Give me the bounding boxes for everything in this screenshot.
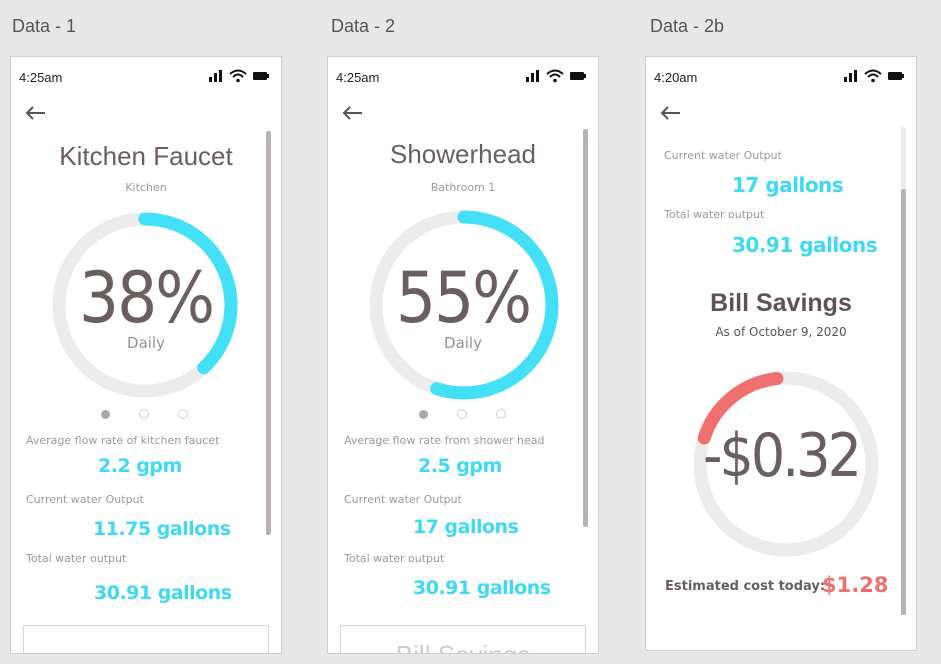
bill-savings-title: Bill Savings — [710, 289, 852, 317]
wifi-icon — [864, 69, 882, 83]
status-time: 4:20am — [654, 70, 698, 85]
device-location: Kitchen — [125, 181, 167, 194]
savings-ring-arc — [697, 372, 784, 445]
next-card[interactable] — [23, 625, 269, 653]
phone-screen-data-2: 4:25am Showerhead Bathroom 1 55% Daily A… — [327, 56, 599, 654]
total-output-label: Total water output — [344, 552, 445, 565]
usage-period: Daily — [127, 334, 165, 352]
status-time: 4:25am — [336, 70, 380, 85]
savings-ring-track — [693, 371, 879, 557]
status-bar: 4:25am — [336, 69, 586, 87]
savings-amount: -$0.32 — [703, 421, 862, 491]
page-indicator — [101, 409, 188, 419]
scrollbar[interactable] — [901, 189, 906, 615]
total-output-value: 30.91 gallons — [413, 577, 551, 599]
current-output-value: 17 gallons — [732, 173, 844, 197]
bill-savings-date: As of October 9, 2020 — [715, 325, 847, 339]
flow-rate-label: Average flow rate from shower head — [344, 434, 545, 447]
usage-ring-progress — [369, 210, 559, 400]
total-output-label: Total water output — [26, 552, 127, 565]
page-dot-active[interactable] — [419, 409, 428, 419]
estimated-cost-value: $1.28 — [822, 573, 889, 597]
total-output-label: Total water output — [664, 208, 765, 221]
current-output-label: Current water Output — [664, 149, 782, 162]
status-bar: 4:20am — [654, 69, 904, 87]
usage-percent: 55% — [396, 257, 532, 339]
phone-screen-data-2b: 4:20am Current water Output 17 gallons T… — [645, 56, 917, 651]
usage-ring — [369, 210, 559, 400]
scrollbar-track[interactable] — [901, 127, 906, 189]
total-output-value: 30.91 gallons — [732, 233, 878, 257]
battery-icon — [253, 72, 269, 80]
flow-rate-value: 2.5 gpm — [418, 455, 502, 477]
arrow-left-icon[interactable] — [340, 103, 364, 123]
current-output-value: 17 gallons — [413, 516, 519, 538]
wifi-icon — [229, 69, 247, 83]
bill-savings-card[interactable]: Bill Savings — [340, 625, 586, 653]
device-location: Bathroom 1 — [430, 181, 496, 194]
phone-screen-data-1: 4:25am Kitchen Faucet Kitchen 38% Daily … — [10, 56, 282, 654]
page-indicator — [419, 409, 506, 419]
current-output-label: Current water Output — [344, 493, 462, 506]
arrow-left-icon[interactable] — [658, 103, 682, 123]
signal-bars-icon — [844, 70, 857, 82]
device-title: Showerhead — [390, 139, 536, 169]
page-dot[interactable] — [139, 409, 149, 419]
device-title: Kitchen Faucet — [59, 141, 233, 171]
frame-title-data-2: Data - 2 — [331, 16, 396, 36]
current-output-label: Current water Output — [26, 493, 144, 506]
status-time: 4:25am — [19, 70, 63, 85]
total-output-value: 30.91 gallons — [94, 582, 232, 604]
scrollbar[interactable] — [583, 129, 588, 527]
page-dot[interactable] — [178, 409, 188, 419]
usage-ring-progress — [52, 212, 238, 398]
signal-bars-icon — [526, 70, 539, 82]
page-dot[interactable] — [496, 409, 506, 419]
frame-title-data-2b: Data - 2b — [650, 16, 725, 36]
usage-percent: 38% — [79, 257, 215, 339]
status-bar: 4:25am — [19, 69, 269, 87]
signal-bars-icon — [209, 70, 222, 82]
estimated-cost-label: Estimated cost today: — [665, 579, 826, 594]
savings-ring — [693, 371, 879, 557]
battery-icon — [888, 72, 904, 80]
arrow-left-icon[interactable] — [23, 103, 47, 123]
flow-rate-label: Average flow rate of kitchen faucet — [26, 434, 220, 447]
scrollbar[interactable] — [266, 131, 271, 535]
current-output-value: 11.75 gallons — [93, 518, 231, 540]
page-dot-active[interactable] — [101, 409, 110, 419]
bill-savings-peek: Bill Savings — [341, 640, 585, 653]
page-dot[interactable] — [457, 409, 467, 419]
flow-rate-value: 2.2 gpm — [98, 455, 182, 477]
wifi-icon — [546, 69, 564, 83]
frame-title-data-1: Data - 1 — [12, 16, 77, 36]
usage-period: Daily — [444, 334, 482, 352]
usage-ring — [52, 212, 238, 398]
battery-icon — [570, 72, 586, 80]
